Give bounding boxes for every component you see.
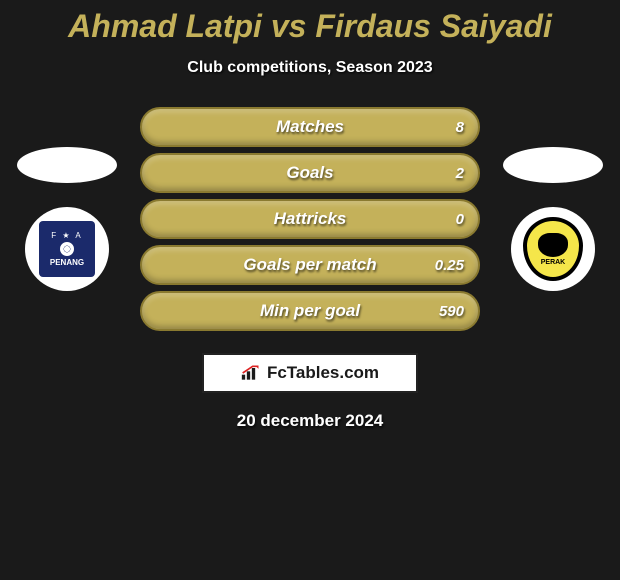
stat-row-min-per-goal: Min per goal 590 xyxy=(140,291,480,331)
page-title: Ahmad Latpi vs Firdaus Saiyadi xyxy=(68,8,552,45)
stars-icon: F ★ A xyxy=(51,231,82,240)
stat-label: Goals xyxy=(286,163,333,183)
right-team-badge: PERAK xyxy=(511,207,595,291)
stats-list: Matches 8 Goals 2 Hattricks 0 Goals per … xyxy=(140,107,480,331)
stat-value-right: 2 xyxy=(456,165,464,182)
brand-label: FcTables.com xyxy=(267,363,379,383)
stat-value-right: 0 xyxy=(456,211,464,228)
stat-value-right: 590 xyxy=(439,303,464,320)
right-player-avatar xyxy=(503,147,603,183)
ball-icon xyxy=(60,242,74,256)
stat-label: Hattricks xyxy=(274,209,347,229)
left-team-name: PENANG xyxy=(50,258,84,267)
comparison-card: Ahmad Latpi vs Firdaus Saiyadi Club comp… xyxy=(0,0,620,431)
right-player-col: PERAK xyxy=(498,147,608,291)
main-row: F ★ A PENANG Matches 8 Goals 2 Hattricks… xyxy=(0,107,620,331)
stat-label: Goals per match xyxy=(243,255,376,275)
date-label: 20 december 2024 xyxy=(237,411,384,431)
left-player-col: F ★ A PENANG xyxy=(12,147,122,291)
subtitle: Club competitions, Season 2023 xyxy=(187,59,432,77)
left-team-badge: F ★ A PENANG xyxy=(25,207,109,291)
stat-row-matches: Matches 8 xyxy=(140,107,480,147)
stat-label: Matches xyxy=(276,117,344,137)
tiger-icon xyxy=(538,233,568,257)
penang-shield-icon: F ★ A PENANG xyxy=(39,221,95,277)
perak-shield-icon: PERAK xyxy=(523,217,583,281)
stat-row-goals: Goals 2 xyxy=(140,153,480,193)
stat-row-hattricks: Hattricks 0 xyxy=(140,199,480,239)
stat-row-goals-per-match: Goals per match 0.25 xyxy=(140,245,480,285)
fctables-link[interactable]: FcTables.com xyxy=(202,353,418,393)
stat-value-right: 8 xyxy=(456,119,464,136)
chart-up-icon xyxy=(241,365,261,381)
left-player-avatar xyxy=(17,147,117,183)
stat-value-right: 0.25 xyxy=(435,257,464,274)
right-team-name: PERAK xyxy=(541,259,566,266)
stat-label: Min per goal xyxy=(260,301,360,321)
